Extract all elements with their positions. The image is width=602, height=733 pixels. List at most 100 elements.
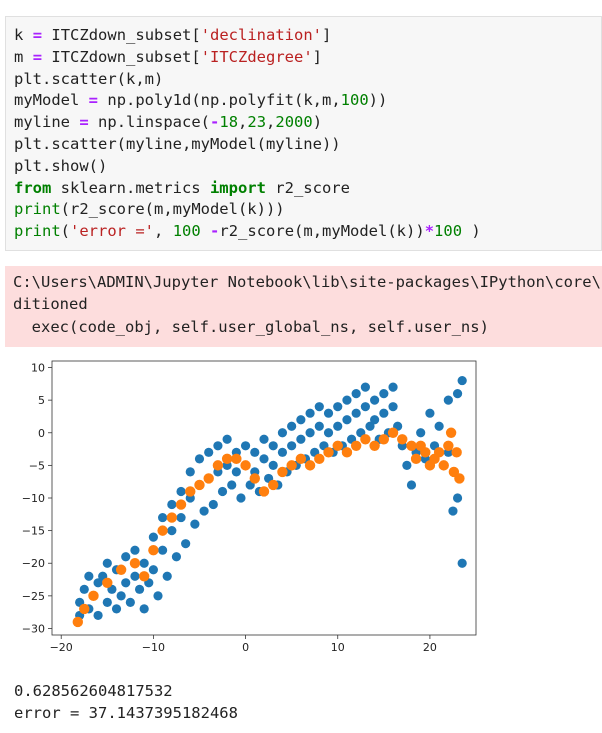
data-point bbox=[305, 408, 315, 418]
model-point bbox=[277, 466, 288, 478]
y-tick-label: −25 bbox=[22, 590, 45, 603]
data-point bbox=[217, 486, 228, 497]
data-point bbox=[139, 604, 149, 614]
data-point bbox=[370, 415, 380, 425]
model-point bbox=[203, 473, 214, 484]
data-point bbox=[259, 454, 269, 464]
data-point bbox=[158, 512, 168, 523]
model-point bbox=[443, 440, 454, 452]
data-point bbox=[287, 421, 297, 431]
data-point bbox=[277, 447, 288, 457]
model-point bbox=[249, 473, 260, 484]
data-point bbox=[305, 428, 315, 438]
data-point bbox=[176, 512, 186, 523]
data-point bbox=[102, 558, 112, 568]
code-line: k = ITCZdown_subset['declination'] bbox=[14, 26, 332, 44]
y-tick-label: −15 bbox=[22, 525, 45, 538]
model-point bbox=[410, 453, 422, 465]
data-point bbox=[360, 402, 370, 412]
data-point bbox=[79, 584, 89, 594]
y-tick-label: −5 bbox=[29, 459, 45, 472]
model-point bbox=[438, 460, 449, 471]
data-point bbox=[342, 395, 352, 405]
data-point bbox=[323, 428, 334, 438]
data-point bbox=[158, 545, 168, 555]
model-point bbox=[397, 434, 408, 445]
model-point bbox=[157, 525, 168, 536]
data-point bbox=[388, 382, 398, 392]
model-point bbox=[304, 460, 316, 471]
model-point bbox=[240, 460, 251, 471]
data-point bbox=[213, 441, 223, 451]
data-point bbox=[190, 519, 200, 529]
data-point bbox=[84, 571, 94, 581]
y-tick-label: −10 bbox=[22, 492, 45, 505]
data-point bbox=[333, 421, 343, 431]
data-point bbox=[240, 441, 251, 451]
model-point bbox=[445, 427, 457, 438]
y-tick-label: 5 bbox=[38, 394, 45, 407]
data-point bbox=[360, 382, 370, 392]
model-point bbox=[194, 479, 205, 491]
code-line: plt.show() bbox=[14, 156, 108, 175]
data-point bbox=[314, 421, 324, 431]
data-point bbox=[204, 447, 214, 457]
stderr-text: C:\Users\ADMIN\Jupyter Notebook\lib\site… bbox=[13, 266, 602, 338]
data-point bbox=[351, 389, 361, 399]
data-point bbox=[222, 434, 232, 444]
data-point bbox=[93, 610, 103, 621]
data-point bbox=[121, 578, 131, 588]
code-line: from sklearn.metrics import r2_score bbox=[14, 178, 350, 197]
model-point bbox=[148, 544, 159, 556]
x-tick-label: −10 bbox=[142, 641, 165, 654]
data-point bbox=[379, 408, 389, 418]
model-point bbox=[369, 440, 380, 452]
model-point bbox=[454, 473, 465, 484]
data-point bbox=[125, 597, 135, 607]
data-point bbox=[176, 486, 186, 497]
data-point bbox=[199, 506, 209, 516]
model-point bbox=[72, 616, 84, 628]
data-point bbox=[448, 506, 458, 516]
data-point bbox=[111, 604, 122, 614]
data-point bbox=[130, 571, 140, 581]
code-line: plt.scatter(k,m) bbox=[14, 69, 164, 88]
code-line: myline = np.linspace(-18,23,2000) bbox=[14, 113, 323, 132]
error-output: error = 37.1437395182468 bbox=[14, 703, 238, 722]
model-point bbox=[221, 453, 233, 465]
model-point bbox=[129, 558, 141, 569]
model-point bbox=[295, 453, 307, 465]
model-point bbox=[387, 427, 399, 438]
data-point bbox=[130, 545, 140, 555]
data-point bbox=[277, 428, 288, 438]
data-point bbox=[402, 460, 412, 470]
model-point bbox=[138, 571, 150, 582]
data-point bbox=[194, 454, 205, 464]
data-point bbox=[116, 591, 126, 601]
model-point bbox=[212, 460, 224, 471]
data-point bbox=[457, 375, 467, 386]
data-point bbox=[268, 441, 278, 451]
model-point bbox=[406, 440, 417, 452]
scatter-plot: −20 −10 0 10 20 10 5 0 −5 −10 −15 −20 −25 −30 bbox=[22, 360, 477, 654]
data-point bbox=[351, 408, 361, 418]
code-cell[interactable]: k = ITCZdown_subset['declination'] m = I… bbox=[5, 16, 602, 251]
data-point bbox=[185, 467, 195, 477]
data-point bbox=[287, 441, 297, 451]
r2-score-output: 0.628562604817532 bbox=[14, 682, 173, 700]
data-point bbox=[167, 499, 177, 510]
y-tick-label: 0 bbox=[38, 427, 45, 440]
code-text[interactable]: k = ITCZdown_subset['declination'] m = I… bbox=[14, 25, 481, 243]
code-line: plt.scatter(myline,myModel(myline)) bbox=[14, 134, 341, 153]
data-point bbox=[227, 480, 237, 490]
data-point bbox=[457, 558, 467, 568]
x-tick-label: 0 bbox=[242, 641, 249, 654]
data-point bbox=[153, 591, 163, 601]
cell-output: 0.628562604817532 error = 37.14373951824… bbox=[14, 681, 238, 724]
data-point bbox=[231, 467, 241, 477]
data-point bbox=[365, 421, 375, 431]
stderr-line: C:\Users\ADMIN\Jupyter Notebook\lib\site… bbox=[13, 272, 602, 291]
code-line: m = ITCZdown_subset['ITCZdegree'] bbox=[14, 47, 323, 66]
data-point bbox=[102, 597, 112, 607]
data-point bbox=[250, 447, 260, 457]
